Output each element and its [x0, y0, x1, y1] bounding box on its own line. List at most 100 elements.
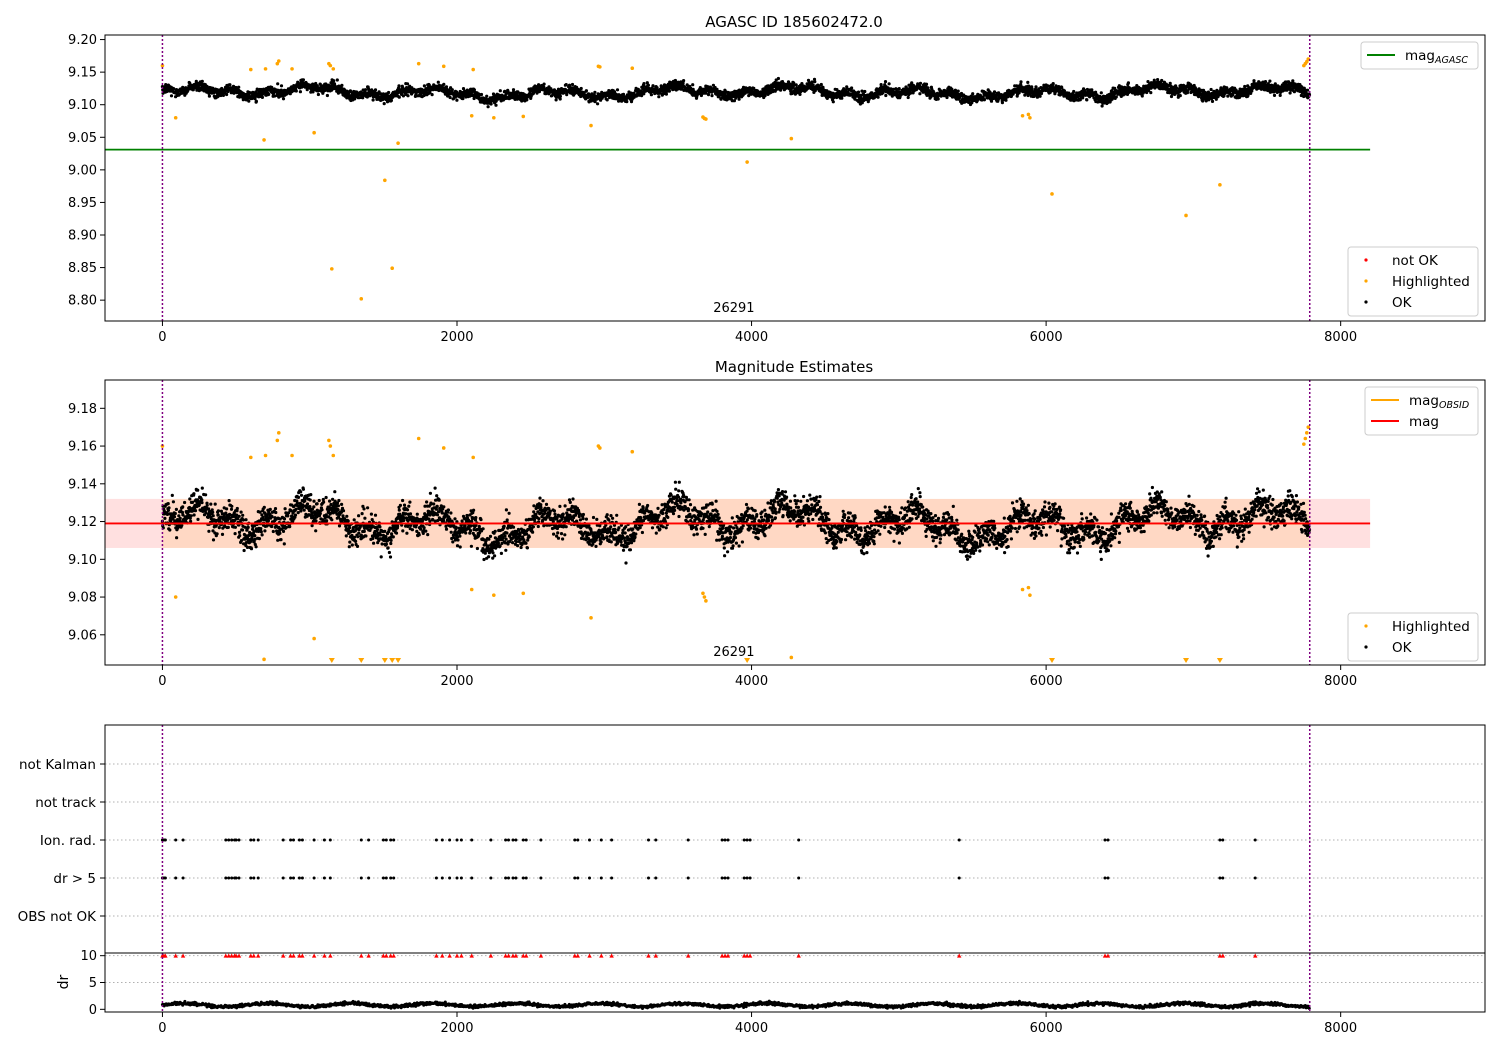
highlighted-point: [521, 114, 526, 119]
magnitude-panel: Magnitude Estimates 26291 0 2000 4000 6000 80…: [68, 358, 1486, 689]
agasc-panel: AGASC ID 185602472.0 26291 0 2000 4000 6000 8…: [68, 13, 1486, 345]
highlighted-point: [276, 59, 281, 63]
y-tick-label: 5: [89, 976, 97, 991]
dr-capped-marker: [391, 953, 396, 958]
x-tick-label: 4000: [735, 674, 768, 689]
below-range-marker: [744, 658, 751, 663]
dr-capped-marker: [248, 953, 254, 958]
highlighted-point: [275, 438, 280, 443]
highlighted-point: [328, 444, 333, 448]
highlighted-point: [330, 267, 334, 271]
dr-capped-marker: [599, 953, 604, 958]
x-tick-label: 2000: [440, 1021, 473, 1036]
highlighted-point: [471, 67, 475, 72]
dr-capped-marker: [226, 953, 231, 958]
highlighted-point: [1028, 115, 1032, 120]
x-tick-label: 8000: [1324, 330, 1357, 345]
x-tick-label: 4000: [735, 330, 768, 345]
dr-capped-marker: [359, 953, 364, 958]
dr-axis-label: dr: [56, 974, 72, 989]
highlighted-point: [1303, 436, 1308, 441]
below-range-marker: [1183, 658, 1190, 663]
dr-capped-marker: [538, 953, 544, 958]
dr-capped-marker: [1253, 953, 1258, 958]
highlighted-point: [290, 67, 294, 71]
axes-frame: [104, 379, 1486, 666]
flag-category-label: OBS not OK: [18, 909, 98, 925]
upper-legend-label: mag: [1409, 414, 1439, 430]
highlighted-point: [1020, 113, 1025, 118]
highlighted-point: [789, 136, 794, 141]
highlighted-point: [290, 453, 294, 458]
dr-panel: dr 0 2000 4000 6000 8000 0 5 10: [56, 949, 1486, 1036]
x-tick-label: 0: [158, 674, 166, 689]
highlighted-point: [441, 64, 446, 69]
y-tick-label: 9.00: [68, 163, 97, 178]
highlighted-point: [704, 599, 708, 603]
lower-legend-label: not OK: [1392, 253, 1439, 269]
dr-capped-marker: [236, 953, 242, 958]
highlighted-point: [312, 130, 316, 135]
below-range-marker: [1216, 658, 1223, 663]
highlighted-point: [263, 67, 268, 71]
dr-capped-marker: [957, 953, 962, 958]
below-range-marker: [395, 658, 402, 663]
y-tick-label: 9.15: [68, 66, 97, 81]
dr-capped-marker: [300, 953, 305, 958]
dr-capped-marker: [180, 953, 186, 958]
dr-capped-marker: [796, 953, 801, 958]
x-tick-label: 0: [158, 1021, 166, 1036]
highlighted-point: [745, 160, 749, 164]
dr-capped-marker: [510, 953, 516, 958]
lower-legend-label: OK: [1392, 640, 1413, 656]
y-tick-label: 9.14: [68, 477, 97, 492]
flag-category-label: not track: [35, 795, 96, 811]
highlighted-point: [701, 591, 705, 596]
y-tick-label: 9.06: [68, 628, 97, 643]
y-tick-label: 8.80: [68, 294, 97, 309]
x-tick-label: 4000: [735, 1021, 768, 1036]
y-tick-label: 8.85: [68, 261, 97, 276]
dr-points: [160, 999, 1311, 1010]
highlighted-point: [521, 591, 526, 596]
highlighted-point: [589, 123, 593, 128]
highlighted-point: [469, 113, 474, 118]
dr-capped-marker: [1105, 953, 1111, 958]
dr-capped-marker: [572, 953, 578, 958]
y-tick-label: 8.90: [68, 229, 97, 244]
y-tick-label: 9.16: [68, 440, 97, 455]
below-range-marker: [358, 658, 365, 663]
highlighted-point: [589, 616, 593, 620]
obsid-annotation: 26291: [713, 301, 754, 316]
y-tick-label: 0: [89, 1003, 97, 1018]
highlighted-point: [331, 67, 336, 71]
dr-capped-marker: [454, 953, 460, 958]
highlighted-point: [396, 141, 400, 145]
lower-legend-label: Highlighted: [1392, 274, 1470, 290]
dr-capped-marker: [163, 953, 168, 958]
lower-legend-box: [1347, 612, 1479, 662]
dr-capped-marker: [223, 953, 228, 958]
axes-frame: [104, 724, 1486, 954]
highlighted-point: [492, 115, 496, 120]
dr-capped-marker: [1217, 953, 1223, 958]
dr-capped-marker: [251, 953, 256, 958]
dr-capped-marker: [744, 953, 750, 958]
y-tick-label: 8.95: [68, 196, 97, 211]
dr-capped-marker: [513, 953, 519, 958]
panel2-plot-area: 26291 0 2000 4000 6000 8000 9.06 9.08 9.10 9.12 9.…: [68, 379, 1486, 689]
dr-capped-marker: [281, 953, 286, 958]
highlighted-point: [492, 593, 496, 597]
dr-capped-marker: [1220, 953, 1226, 958]
dr-capped-marker: [291, 953, 296, 958]
flag-category-label: not Kalman: [19, 757, 96, 773]
highlighted-point: [249, 455, 253, 460]
dr-capped-marker: [381, 953, 386, 958]
highlighted-point: [383, 178, 387, 183]
lower-legend-label: OK: [1392, 295, 1413, 311]
highlighted-point: [1050, 192, 1054, 196]
panel4-plot-area: 0 2000 4000 6000 8000 0 5 10: [80, 949, 1486, 1036]
ok-points: [160, 76, 1312, 109]
dr-capped-marker: [524, 953, 529, 958]
highlighted-point: [416, 436, 421, 441]
